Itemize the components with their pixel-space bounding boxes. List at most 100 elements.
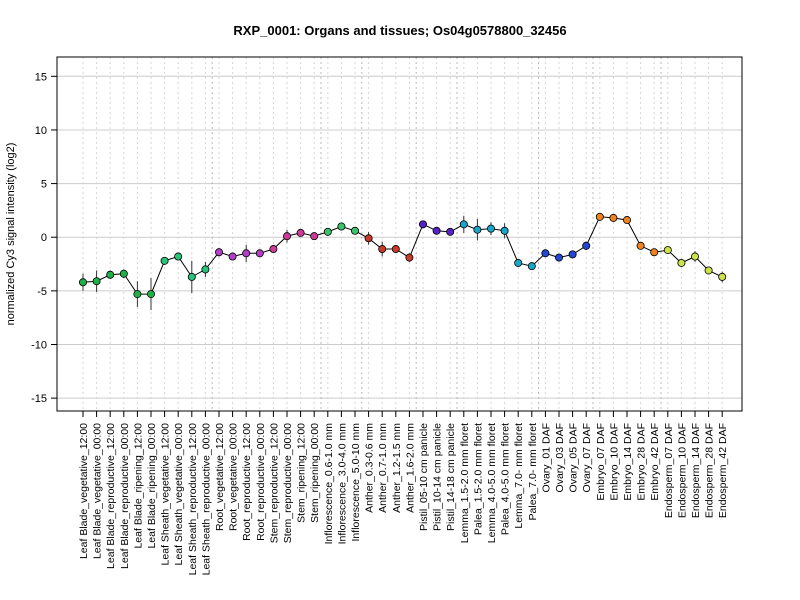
x-tick-label: Stem_reproductive_12:00 [268,423,280,543]
x-tick-label: Pistil_14-18 cm panicle [445,423,457,531]
x-tick-label: Lemma_4.0-5.0 mm floret [486,423,498,543]
data-point [514,258,523,267]
y-tick-label: 10 [35,125,47,137]
x-tick-label: Leaf Blade_ripening_00:00 [146,423,158,549]
data-point [418,220,427,229]
x-tick-label: Endosperm_14 DAF [690,423,702,518]
x-tick-label: Stem_reproductive_00:00 [282,423,294,543]
x-tick-label: Root_reproductive_12:00 [241,423,253,541]
data-point [650,248,659,257]
x-tick-label: Stem_ripening_00:00 [309,423,321,523]
x-tick-label: Inflorescence_3.0-4.0 mm [336,423,348,545]
x-tick-label: Palea_1.5-2.0 mm floret [472,423,484,535]
x-tick-label: Leaf Blade_vegetative_12:00 [78,423,90,559]
data-point [704,266,713,275]
y-axis-label: normalized Cy3 signal intensity (log2) [5,143,17,326]
y-tick-label: -10 [31,339,47,351]
data-point [106,270,115,279]
data-point [296,228,305,237]
data-point [378,245,387,254]
x-tick-label: Root_vegetative_12:00 [214,423,226,531]
x-tick-label: Endosperm_07 DAF [663,423,675,518]
data-point [214,248,223,257]
data-point [623,216,632,225]
x-tick-label: Inflorescence_5.0-10 mm [350,423,362,542]
data-point [718,272,727,281]
data-point [609,213,618,222]
data-point [160,256,169,265]
x-tick-label: Leaf Sheath_reproductive_00:00 [200,423,212,576]
y-tick-label: 15 [35,71,47,83]
data-point [310,232,319,241]
data-point [459,220,468,229]
data-point [555,253,564,262]
data-point [255,249,264,258]
x-tick-label: Leaf Blade_ripening_12:00 [132,423,144,549]
data-point [636,241,645,250]
grid-layer [57,57,742,411]
x-tick-label: Embryo_28 DAF [636,423,648,501]
data-point [364,234,373,243]
data-point [174,252,183,261]
axes-layer: -15 -10 -5 0 5 10 15 [31,56,743,417]
data-point [582,241,591,250]
data-point [119,269,128,278]
data-point [92,277,101,286]
data-point [228,252,237,261]
data-point [350,226,359,235]
x-tick-label: Root_reproductive_00:00 [255,423,267,541]
data-point [323,227,332,236]
x-tick-label: Inflorescence_0.6-1.0 mm [323,423,335,545]
data-point [541,249,550,258]
x-tick-label: Stem_ripening_12:00 [296,423,308,523]
x-tick-label: Endosperm_42 DAF [717,423,729,518]
x-tick-label: Pistil_10-14 cm panicle [432,423,444,531]
data-point [473,225,482,234]
chart-title: RXP_0001: Organs and tissues; Os04g05788… [233,23,566,38]
data-point [201,265,210,274]
x-tick-label: Leaf Blade_vegetative_00:00 [92,423,104,559]
x-tick-label: Root_vegetative_00:00 [228,423,240,531]
x-tick-label: Ovary_03 DAF [554,423,566,492]
x-tick-label: Embryo_10 DAF [608,423,620,501]
x-tick-label: Ovary_01 DAF [540,423,552,492]
data-point [405,253,414,262]
y-tick-label: 0 [41,232,47,244]
data-point [527,262,536,271]
x-tick-label: Anther_1.2-1.5 mm [391,423,403,513]
data-point [500,226,509,235]
data-point [677,258,686,267]
data-points-layer [79,212,727,299]
x-tick-label: Endosperm_28 DAF [704,423,716,518]
x-tick-label: Anther_0.7-1.0 mm [377,423,389,513]
x-tick-label: Embryo_07 DAF [595,423,607,501]
x-tick-label: Lemma_1.5-2.0 mm floret [459,423,471,543]
data-point [269,245,278,254]
x-tick-label: Anther_1.6-2.0 mm [404,423,416,513]
data-point [568,250,577,259]
x-tick-label: Palea_7.0- mm floret [527,423,539,521]
x-tick-label: Endosperm_10 DAF [676,423,688,518]
error-bars-layer [82,214,723,311]
x-tick-label: Leaf Sheath_reproductive_12:00 [187,423,199,576]
data-point [133,290,142,299]
data-point [446,227,455,236]
data-point [282,232,291,241]
data-point [337,222,346,231]
x-tick-label: Leaf Sheath_vegetative_00:00 [173,423,185,566]
x-tick-label: Ovary_05 DAF [568,423,580,492]
x-tick-label: Leaf Sheath_vegetative_12:00 [160,423,172,566]
data-point [691,252,700,261]
data-point [187,272,196,281]
data-point [242,249,251,258]
x-tick-label: Pistil_05-10 cm panicle [418,423,430,531]
x-tick-label: Leaf Blade_reproductive_00:00 [119,423,131,569]
data-point [391,245,400,254]
x-tick-label: Palea_4.0-5.0 mm floret [500,423,512,535]
data-point [595,212,604,221]
x-tick-label: Leaf Blade_reproductive_12:00 [105,423,117,569]
x-tick-label: Ovary_07 DAF [581,423,593,492]
y-tick-label: 5 [41,179,47,191]
x-tick-label: Embryo_42 DAF [649,423,661,501]
